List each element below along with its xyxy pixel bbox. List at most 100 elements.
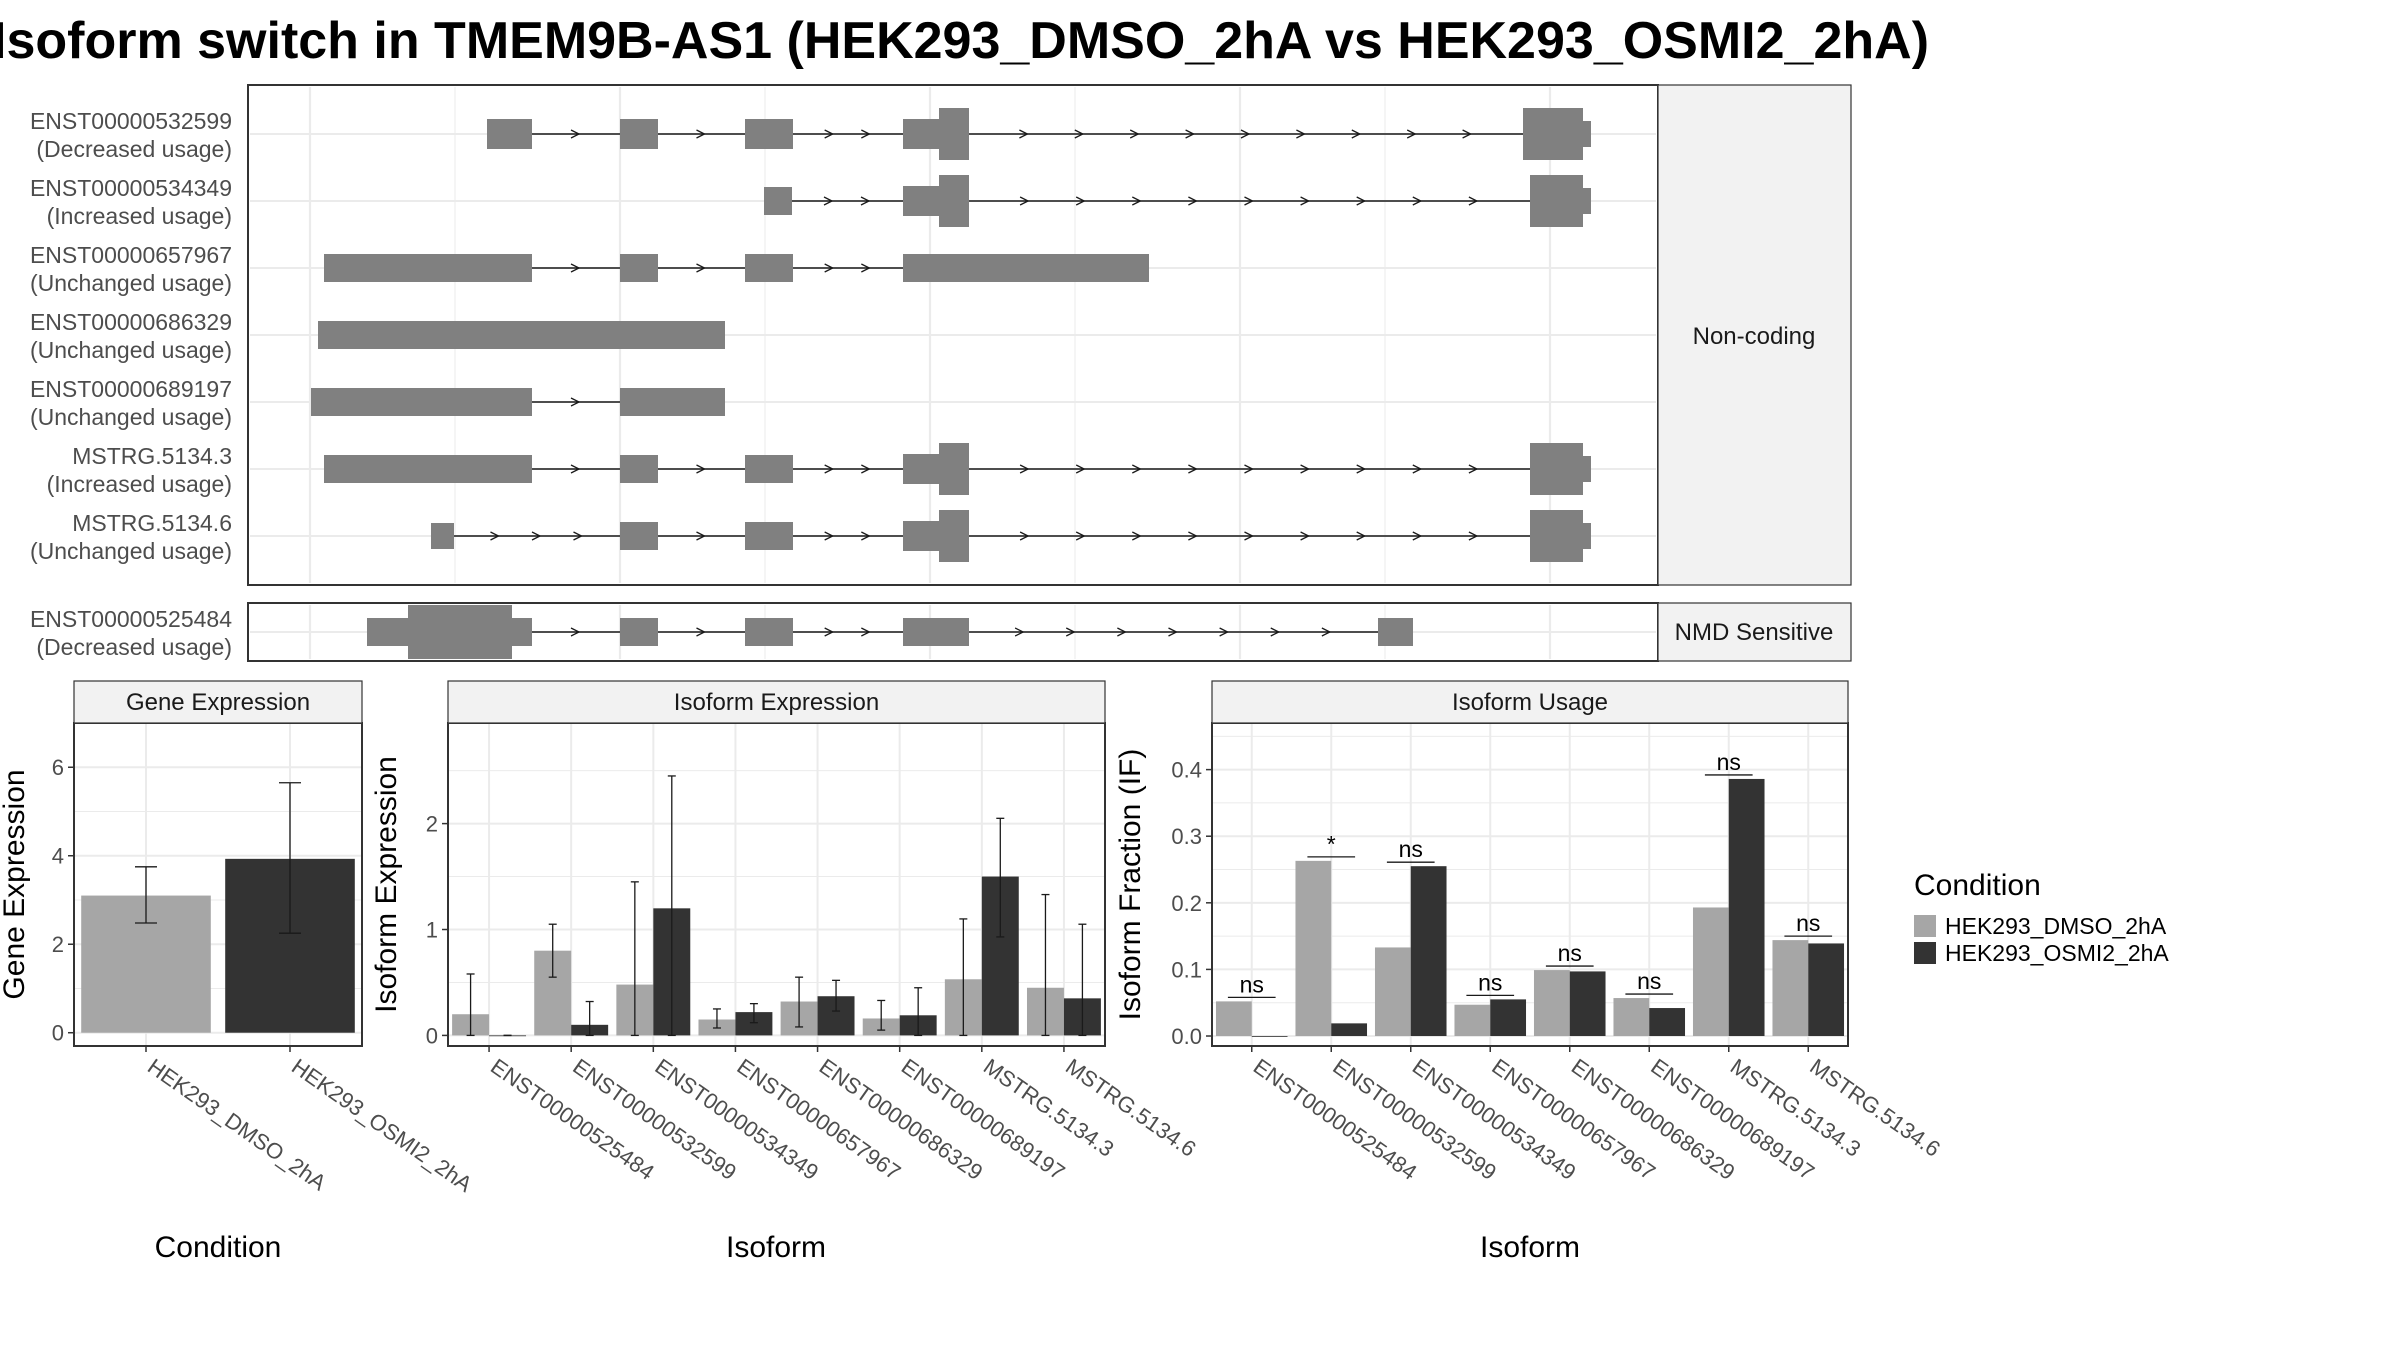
- intron-arrow: [1412, 196, 1423, 206]
- y-tick-label: 2: [426, 812, 438, 837]
- exon: [903, 521, 939, 551]
- exon: [1530, 175, 1583, 227]
- intron-arrow: [1356, 464, 1367, 474]
- intron-arrow: [570, 627, 581, 637]
- transcript-model: [318, 321, 725, 349]
- gene-expression-panel: Gene Expression0246HEK293_DMSO_2hAHEK293…: [0, 680, 477, 1264]
- noncoding-strip-label: Non-coding: [1693, 323, 1816, 350]
- significance-label: ns: [1240, 971, 1264, 997]
- exon: [1583, 523, 1591, 549]
- legend-swatch-osmi2: [1914, 942, 1936, 964]
- y-tick-label: 6: [52, 755, 64, 780]
- intron-arrow: [1300, 196, 1311, 206]
- intron-arrow: [824, 263, 835, 273]
- intron-arrow: [696, 263, 706, 273]
- x-axis-title: Isoform: [1480, 1231, 1580, 1264]
- intron-arrow: [1188, 531, 1198, 541]
- bar: [1410, 866, 1447, 1037]
- transcript-labels: ENST00000532599 (Decreased usage) ENST00…: [30, 108, 232, 660]
- x-axis-title: Condition: [155, 1231, 282, 1264]
- intron-arrow: [1412, 531, 1423, 541]
- intron-arrow: [1468, 196, 1479, 206]
- exon: [939, 175, 969, 227]
- legend-title: Condition: [1914, 869, 2041, 902]
- transcript-label-id: ENST00000657967: [30, 242, 232, 268]
- exon: [620, 254, 658, 282]
- y-tick-label: 0: [52, 1021, 64, 1046]
- transcript-label-usage: (Increased usage): [47, 203, 232, 229]
- exon: [939, 510, 969, 562]
- intron-arrow: [1351, 129, 1362, 139]
- intron-arrow: [1468, 531, 1479, 541]
- intron-arrow: [1014, 627, 1025, 637]
- exon: [620, 455, 658, 483]
- noncoding-strip: [1657, 84, 1852, 586]
- bar: [1772, 940, 1809, 1037]
- transcript-models: [311, 108, 1591, 659]
- y-tick-label: 2: [52, 932, 64, 957]
- bar: [1251, 1036, 1288, 1037]
- y-tick-label: 4: [52, 844, 64, 869]
- figure-title: Isoform switch in TMEM9B-AS1 (HEK293_DMS…: [0, 12, 1929, 70]
- intron-arrow: [570, 397, 581, 407]
- exon: [620, 388, 725, 416]
- transcript-label-id: ENST00000532599: [30, 108, 232, 134]
- transcript-model: [324, 443, 1591, 495]
- bar: [1374, 947, 1411, 1037]
- intron-arrow: [1300, 464, 1311, 474]
- intron-arrow: [1468, 464, 1479, 474]
- exon: [1583, 121, 1591, 147]
- exon: [620, 522, 658, 550]
- transcript-label-id: ENST00000534349: [30, 175, 232, 201]
- exon: [903, 454, 939, 484]
- intron-arrow: [1321, 627, 1332, 637]
- exon: [408, 605, 512, 659]
- intron-arrow: [1075, 196, 1086, 206]
- y-tick-label: 0.3: [1171, 824, 1202, 849]
- bar: [1613, 998, 1650, 1037]
- intron-arrow: [490, 531, 500, 541]
- exon: [745, 618, 793, 646]
- intron-arrow: [824, 627, 835, 637]
- transcript-label-usage: (Unchanged usage): [30, 270, 232, 296]
- bar: [1728, 778, 1765, 1037]
- intron-arrow: [824, 464, 835, 474]
- exon: [620, 618, 658, 646]
- intron-arrow: [1065, 627, 1076, 637]
- intron-arrow: [696, 464, 706, 474]
- y-tick-label: 0: [426, 1023, 438, 1048]
- intron-arrows: [490, 129, 1479, 637]
- exon: [745, 119, 793, 149]
- transcript-label-usage: (Unchanged usage): [30, 404, 232, 430]
- intron-arrow: [1132, 464, 1142, 474]
- transcript-label-usage: (Decreased usage): [36, 136, 232, 162]
- nmd-strip-label: NMD Sensitive: [1675, 619, 1834, 646]
- transcript-model: [764, 175, 1591, 227]
- exon: [939, 108, 969, 160]
- nmd-strip: [1657, 602, 1852, 662]
- intron-arrow: [861, 464, 871, 474]
- exon: [1583, 456, 1591, 482]
- transcript-label-id: MSTRG.5134.3: [72, 443, 232, 469]
- transcript-label-id: ENST00000689197: [30, 376, 232, 402]
- bar: [1295, 860, 1332, 1037]
- intron-arrow: [570, 263, 581, 273]
- legend-label-osmi2: HEK293_OSMI2_2hA: [1945, 940, 2169, 966]
- exon: [487, 119, 532, 149]
- intron-arrow: [823, 196, 834, 206]
- intron-arrow: [1185, 129, 1196, 139]
- isoform-usage-panel: ns * ns ns ns ns ns ns Isoform Usage 0.0 0.1 0.2 0.3…: [1114, 680, 1945, 1264]
- bar: [1533, 970, 1570, 1037]
- exon: [318, 321, 725, 349]
- significance-label: ns: [1796, 910, 1820, 936]
- significance-label: ns: [1558, 940, 1582, 966]
- intron-arrow: [1188, 464, 1198, 474]
- intron-arrow: [1300, 531, 1311, 541]
- x-tick-label: MSTRG.5134.6: [1805, 1054, 1945, 1162]
- exon: [745, 522, 793, 550]
- intron-arrow: [573, 531, 583, 541]
- panel-strip-label: Isoform Expression: [674, 689, 879, 716]
- intron-arrow: [1019, 464, 1030, 474]
- panel-strip: [73, 680, 363, 724]
- y-tick-label: 0.2: [1171, 891, 1202, 916]
